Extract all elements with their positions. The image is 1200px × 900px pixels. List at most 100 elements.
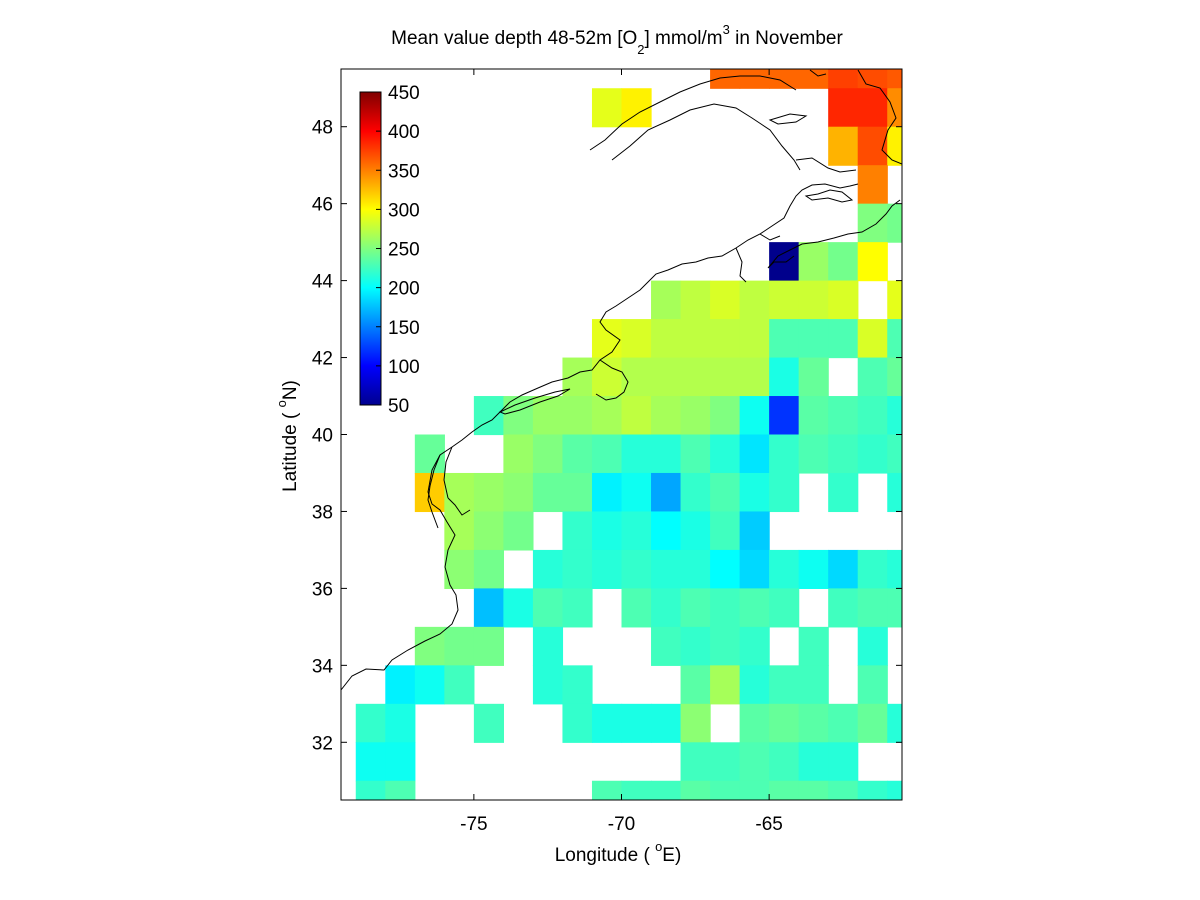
heatmap-cell [828,780,859,800]
coastline-newfoundland [809,69,902,165]
colorbar-tick-label: 150 [388,318,420,339]
y-tick-label: 40 [312,426,333,447]
heatmap-cell [680,357,711,397]
colorbar-ticks: 450 400 350 300 250 200 150 100 50 [376,83,420,417]
heatmap-cell [887,203,902,243]
heatmap-cell [621,472,652,513]
heatmap-cell [591,319,623,359]
heatmap-cell [710,434,741,474]
heatmap-cell [562,434,593,474]
heatmap-cell [739,319,770,359]
heatmap-cell [710,626,741,666]
heatmap-cell [798,357,829,397]
x-tick-label: -75 [460,814,487,835]
heatmap-cell [591,88,623,128]
heatmap-cell [828,703,859,743]
title-part3: in November [730,28,844,49]
heatmap-cell [562,472,593,513]
heatmap-cell [651,703,682,743]
y-tick-label: 34 [312,656,334,677]
heatmap-cell [857,434,888,474]
heatmap-cell [769,472,800,513]
x-tick-label: -65 [755,814,782,835]
heatmap-cell [828,549,859,589]
heatmap-cell [503,588,534,628]
heatmap-cell [414,434,445,474]
heatmap-cell [680,472,711,513]
heatmap-cell [532,396,564,436]
heatmap-cell [739,69,770,89]
heatmap-cell [857,780,888,800]
heatmap-cell [769,434,800,474]
heatmap-cell [651,780,682,800]
heatmap-cell [857,665,888,705]
heatmap-cell [444,549,475,589]
heatmap-cell [591,780,623,800]
heatmap-cell [680,434,711,474]
heatmap-cell [798,434,829,474]
heatmap-cell [739,626,770,666]
heatmap-cell [503,396,534,436]
x-axis-ticks: -75 -70 -65 [460,69,783,835]
colorbar-tick-label: 400 [388,122,420,143]
heatmap-cell [651,434,682,474]
heatmap-cell [739,780,770,800]
y-tick-label: 42 [312,349,333,370]
colorbar-tick-label: 450 [388,83,420,104]
heatmap-cell [710,588,741,628]
heatmap-cell [651,280,682,320]
heatmap-cell [414,626,445,666]
heatmap-cell [857,626,888,666]
coastline-st-lawrence [589,75,801,171]
heatmap-cell [710,549,741,589]
heatmap-cell [798,319,829,359]
heatmap-cell [887,280,902,320]
heatmap-cell [769,588,800,628]
heatmap-cell [591,434,623,474]
coastline-pei [804,189,854,203]
coastline-nova-scotia [767,199,901,269]
coastline-cape-cod [595,359,629,401]
coastline-anticosti [768,113,808,125]
heatmap-cell [385,665,416,705]
y-tick-label: 32 [312,733,333,754]
heatmap-cell [621,588,652,628]
heatmap-cell [473,511,504,551]
heatmap-cell [710,472,741,513]
heatmap-cell [769,780,800,800]
heatmap-cell [444,626,475,666]
heatmap-cell [680,280,711,320]
heatmap-cell [769,69,800,89]
heatmap-cell [828,88,859,128]
heatmap-cell [591,357,623,397]
heatmap-cell [798,665,829,705]
heatmap-cell [769,703,800,743]
heatmap-cell [828,742,859,782]
heatmap-cell [355,742,386,782]
heatmap-cell [503,511,534,551]
heatmap-cell [857,357,888,397]
heatmap-cell [828,396,859,436]
colorbar-tick-label: 100 [388,357,420,378]
x-axis-label: Longitude ( oE) [555,839,682,866]
heatmap-cell [473,472,504,513]
y-axis-ticks: 32 34 36 38 40 42 44 46 48 [312,118,902,754]
coastline-long-island [498,388,571,415]
heatmap-cell [562,396,593,436]
chart-title: Mean value depth 48-52m [O2] mmol/m3 in … [391,22,843,57]
heatmap-cell [591,396,623,436]
heatmap-cell [473,396,504,436]
heatmap-cell [828,126,859,166]
heatmap-cell [621,357,652,397]
heatmap-cell [591,549,623,589]
heatmap-cell [562,549,593,589]
heatmap-cell [591,703,623,743]
heatmap-cell [503,472,534,513]
heatmap-cell [562,665,593,705]
heatmap-cell [680,549,711,589]
heatmap-cell [857,165,888,205]
coastline [341,69,902,691]
heatmap-cell [355,780,386,800]
heatmap-cell [857,242,888,282]
